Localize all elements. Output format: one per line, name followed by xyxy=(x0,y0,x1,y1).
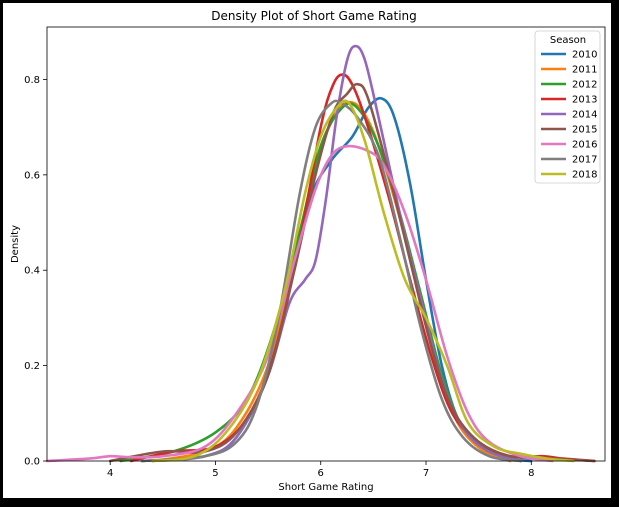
legend-items: 2010 2011 2012 2013 2014 2015 2016 2017 2018 xyxy=(541,50,597,181)
legend-label-2016: 2016 xyxy=(572,140,597,151)
y-axis: 0.0 0.2 0.4 0.6 0.8 xyxy=(24,75,47,468)
x-tick-label: 6 xyxy=(318,468,324,479)
x-tick-label: 8 xyxy=(528,468,534,479)
legend-title: Season xyxy=(550,35,586,46)
y-axis-title: Density xyxy=(10,225,21,263)
legend-label-2011: 2011 xyxy=(572,65,597,76)
x-axis-title: Short Game Rating xyxy=(278,482,373,493)
legend-label-2013: 2013 xyxy=(572,95,597,106)
x-tick-label: 5 xyxy=(212,468,218,479)
chart-title: Density Plot of Short Game Rating xyxy=(211,9,417,23)
series-line-2015 xyxy=(108,82,596,463)
plot-area xyxy=(45,26,606,463)
y-tick-label: 0.0 xyxy=(24,457,40,468)
legend-label-2015: 2015 xyxy=(572,125,597,136)
x-tick-label: 7 xyxy=(423,468,429,479)
legend-label-2017: 2017 xyxy=(572,155,597,166)
legend-label-2014: 2014 xyxy=(572,110,597,121)
y-tick-label: 0.6 xyxy=(24,170,40,181)
series-lines xyxy=(45,44,596,463)
plot-border xyxy=(46,26,606,462)
x-axis: 4 5 6 7 8 xyxy=(107,461,534,479)
legend-label-2012: 2012 xyxy=(572,80,597,91)
legend-label-2010: 2010 xyxy=(572,50,597,61)
series-line-2018 xyxy=(151,99,575,463)
series-line-2016 xyxy=(45,144,554,463)
plot-background xyxy=(47,27,605,461)
x-tick-label: 4 xyxy=(107,468,113,479)
y-tick-label: 0.4 xyxy=(24,266,40,277)
legend-label-2018: 2018 xyxy=(572,170,597,181)
y-tick-label: 0.8 xyxy=(24,75,40,86)
legend: Season 201020112012201320142015201620172… xyxy=(534,30,601,184)
y-tick-label: 0.2 xyxy=(24,361,40,372)
